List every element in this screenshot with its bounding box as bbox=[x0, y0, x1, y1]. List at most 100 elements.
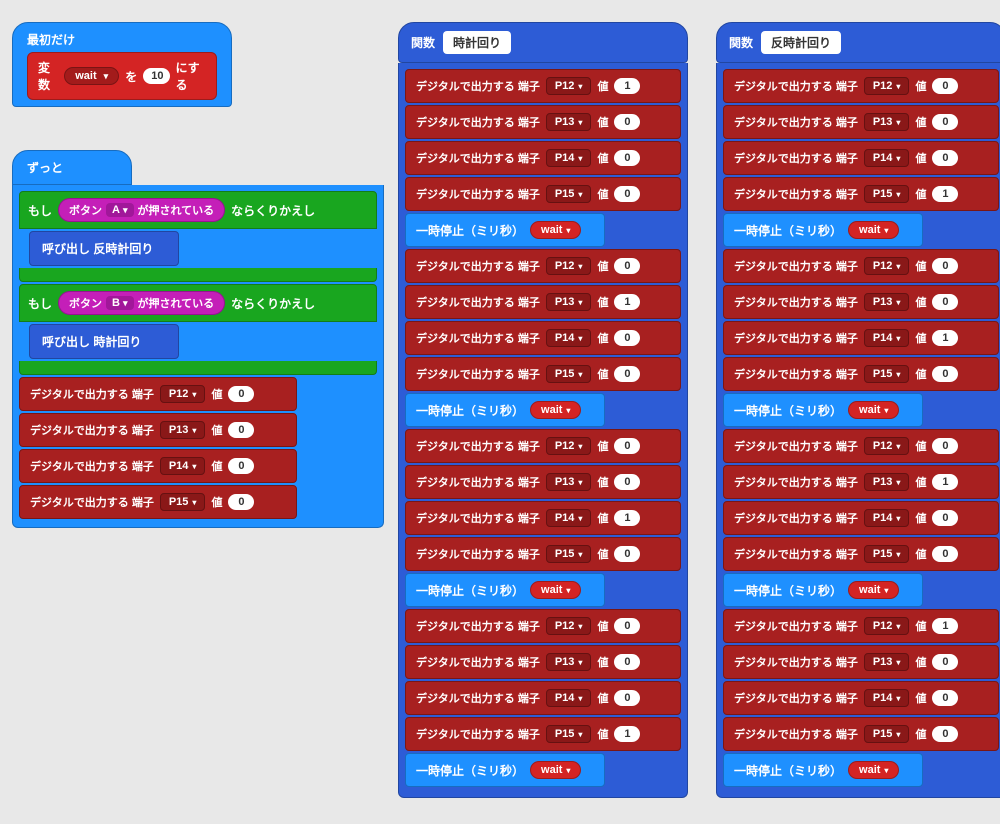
value-input[interactable]: 0 bbox=[932, 690, 958, 706]
pause-block[interactable]: 一時停止（ミリ秒） wait bbox=[405, 573, 605, 607]
pause-block[interactable]: 一時停止（ミリ秒） wait bbox=[723, 393, 923, 427]
pin-dropdown[interactable]: P12 bbox=[546, 77, 592, 95]
digital-write-block[interactable]: デジタルで出力する 端子 P15 値 1 bbox=[405, 717, 681, 751]
button-condition[interactable]: ボタン B が押されている bbox=[58, 291, 225, 315]
pin-dropdown[interactable]: P13 bbox=[864, 653, 910, 671]
forever-hat[interactable]: ずっと bbox=[12, 150, 132, 185]
pause-block[interactable]: 一時停止（ミリ秒） wait bbox=[405, 753, 605, 787]
value-input[interactable]: 0 bbox=[932, 150, 958, 166]
pause-var-dropdown[interactable]: wait bbox=[530, 221, 581, 239]
value-input[interactable]: 0 bbox=[614, 438, 640, 454]
digital-write-block[interactable]: デジタルで出力する 端子 P14 値 0 bbox=[723, 681, 999, 715]
digital-write-block[interactable]: デジタルで出力する 端子 P14 値 0 bbox=[723, 141, 999, 175]
digital-write-block[interactable]: デジタルで出力する 端子 P15 値 0 bbox=[405, 177, 681, 211]
digital-write-block[interactable]: デジタルで出力する 端子 P14 値 0 bbox=[405, 321, 681, 355]
digital-write-block[interactable]: デジタルで出力する 端子 P15 値 0 bbox=[723, 537, 999, 571]
function-call[interactable]: 呼び出し 時計回り bbox=[29, 324, 179, 359]
pause-block[interactable]: 一時停止（ミリ秒） wait bbox=[405, 213, 605, 247]
pin-dropdown[interactable]: P15 bbox=[546, 725, 592, 743]
digital-write-block[interactable]: デジタルで出力する 端子 P15 値 0 bbox=[723, 357, 999, 391]
value-input[interactable]: 0 bbox=[932, 438, 958, 454]
pause-var-dropdown[interactable]: wait bbox=[848, 581, 899, 599]
digital-write-block[interactable]: デジタルで出力する 端子 P15 値 0 bbox=[405, 357, 681, 391]
pin-dropdown[interactable]: P13 bbox=[160, 421, 206, 439]
pause-var-dropdown[interactable]: wait bbox=[530, 761, 581, 779]
pause-block[interactable]: 一時停止（ミリ秒） wait bbox=[405, 393, 605, 427]
value-input[interactable]: 0 bbox=[932, 726, 958, 742]
pause-block[interactable]: 一時停止（ミリ秒） wait bbox=[723, 753, 923, 787]
pin-dropdown[interactable]: P13 bbox=[864, 473, 910, 491]
digital-write-block[interactable]: デジタルで出力する 端子 P13 値 1 bbox=[723, 465, 999, 499]
digital-write-block[interactable]: デジタルで出力する 端子 P13 値 0 bbox=[723, 285, 999, 319]
digital-write-block[interactable]: デジタルで出力する 端子 P12 値 0 bbox=[723, 249, 999, 283]
pin-dropdown[interactable]: P13 bbox=[546, 293, 592, 311]
pin-dropdown[interactable]: P14 bbox=[160, 457, 206, 475]
while-loop[interactable]: もし ボタン B が押されている ならくりかえし bbox=[19, 284, 377, 322]
value-input[interactable]: 1 bbox=[932, 330, 958, 346]
pin-dropdown[interactable]: P15 bbox=[160, 493, 206, 511]
digital-write-block[interactable]: デジタルで出力する 端子 P14 値 0 bbox=[19, 449, 297, 483]
value-input[interactable]: 0 bbox=[932, 114, 958, 130]
value-input[interactable]: 0 bbox=[228, 458, 254, 474]
pin-dropdown[interactable]: P12 bbox=[864, 257, 910, 275]
value-input[interactable]: 0 bbox=[614, 114, 640, 130]
pin-dropdown[interactable]: P13 bbox=[864, 293, 910, 311]
while-loop[interactable]: もし ボタン A が押されている ならくりかえし bbox=[19, 191, 377, 229]
value-input[interactable]: 0 bbox=[614, 546, 640, 562]
function-call[interactable]: 呼び出し 反時計回り bbox=[29, 231, 179, 266]
pin-dropdown[interactable]: P14 bbox=[864, 149, 910, 167]
pin-dropdown[interactable]: P12 bbox=[546, 617, 592, 635]
digital-write-block[interactable]: デジタルで出力する 端子 P12 値 1 bbox=[723, 609, 999, 643]
value-input[interactable]: 0 bbox=[614, 258, 640, 274]
value-input[interactable]: 10 bbox=[143, 68, 169, 84]
digital-write-block[interactable]: デジタルで出力する 端子 P12 値 1 bbox=[405, 69, 681, 103]
pin-dropdown[interactable]: P15 bbox=[546, 185, 592, 203]
value-input[interactable]: 1 bbox=[932, 186, 958, 202]
value-input[interactable]: 0 bbox=[614, 186, 640, 202]
digital-write-block[interactable]: デジタルで出力する 端子 P13 値 0 bbox=[19, 413, 297, 447]
digital-write-block[interactable]: デジタルで出力する 端子 P15 値 0 bbox=[405, 537, 681, 571]
digital-write-block[interactable]: デジタルで出力する 端子 P15 値 0 bbox=[19, 485, 297, 519]
digital-write-block[interactable]: デジタルで出力する 端子 P13 値 0 bbox=[405, 645, 681, 679]
pause-var-dropdown[interactable]: wait bbox=[530, 581, 581, 599]
pin-dropdown[interactable]: P13 bbox=[864, 113, 910, 131]
pin-dropdown[interactable]: P12 bbox=[864, 617, 910, 635]
function-hat[interactable]: 関数 反時計回り bbox=[716, 22, 1000, 63]
value-input[interactable]: 0 bbox=[932, 78, 958, 94]
pin-dropdown[interactable]: P14 bbox=[864, 689, 910, 707]
digital-write-block[interactable]: デジタルで出力する 端子 P14 値 1 bbox=[723, 321, 999, 355]
digital-write-block[interactable]: デジタルで出力する 端子 P12 値 0 bbox=[723, 69, 999, 103]
pin-dropdown[interactable]: P14 bbox=[546, 149, 592, 167]
pin-dropdown[interactable]: P13 bbox=[546, 653, 592, 671]
digital-write-block[interactable]: デジタルで出力する 端子 P14 値 0 bbox=[405, 141, 681, 175]
digital-write-block[interactable]: デジタルで出力する 端子 P12 値 0 bbox=[405, 249, 681, 283]
pin-dropdown[interactable]: P12 bbox=[546, 437, 592, 455]
pin-dropdown[interactable]: P13 bbox=[546, 473, 592, 491]
digital-write-block[interactable]: デジタルで出力する 端子 P12 値 0 bbox=[723, 429, 999, 463]
value-input[interactable]: 0 bbox=[228, 494, 254, 510]
digital-write-block[interactable]: デジタルで出力する 端子 P13 値 0 bbox=[405, 465, 681, 499]
pin-dropdown[interactable]: P12 bbox=[864, 437, 910, 455]
value-input[interactable]: 0 bbox=[932, 654, 958, 670]
value-input[interactable]: 0 bbox=[932, 258, 958, 274]
function-definition[interactable]: 関数 時計回り デジタルで出力する 端子 P12 値 1 デジタルで出力する 端… bbox=[398, 22, 688, 798]
digital-write-block[interactable]: デジタルで出力する 端子 P14 値 0 bbox=[405, 681, 681, 715]
digital-write-block[interactable]: デジタルで出力する 端子 P13 値 0 bbox=[723, 105, 999, 139]
pause-var-dropdown[interactable]: wait bbox=[848, 761, 899, 779]
pause-var-dropdown[interactable]: wait bbox=[848, 401, 899, 419]
value-input[interactable]: 0 bbox=[614, 654, 640, 670]
pin-dropdown[interactable]: P13 bbox=[546, 113, 592, 131]
set-variable-block[interactable]: 変数 wait を 10 にする bbox=[27, 52, 217, 100]
digital-write-block[interactable]: デジタルで出力する 端子 P14 値 1 bbox=[405, 501, 681, 535]
pin-dropdown[interactable]: P15 bbox=[864, 545, 910, 563]
value-input[interactable]: 1 bbox=[614, 726, 640, 742]
pin-dropdown[interactable]: P14 bbox=[546, 689, 592, 707]
digital-write-block[interactable]: デジタルで出力する 端子 P12 値 0 bbox=[405, 429, 681, 463]
value-input[interactable]: 0 bbox=[614, 366, 640, 382]
function-hat[interactable]: 関数 時計回り bbox=[398, 22, 688, 63]
value-input[interactable]: 1 bbox=[614, 294, 640, 310]
pause-var-dropdown[interactable]: wait bbox=[848, 221, 899, 239]
pause-block[interactable]: 一時停止（ミリ秒） wait bbox=[723, 213, 923, 247]
function-definition[interactable]: 関数 反時計回り デジタルで出力する 端子 P12 値 0 デジタルで出力する … bbox=[716, 22, 1000, 798]
pin-dropdown[interactable]: P15 bbox=[546, 365, 592, 383]
